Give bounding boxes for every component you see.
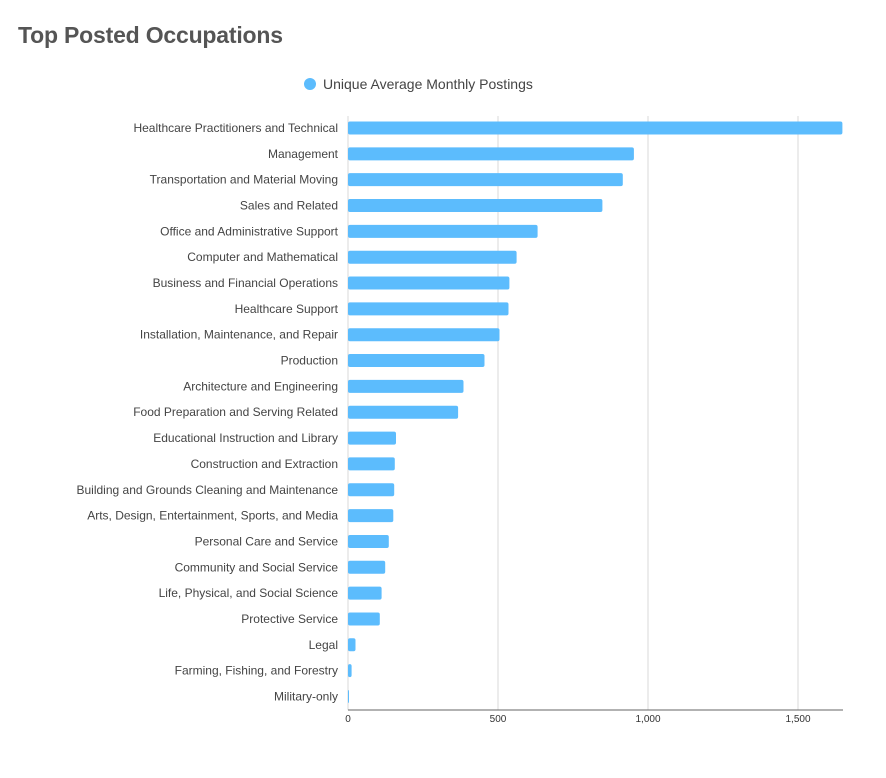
- category-label: Life, Physical, and Social Science: [159, 586, 339, 600]
- bar[interactable]: [348, 534, 389, 548]
- category-label: Food Preparation and Serving Related: [133, 405, 338, 419]
- bar[interactable]: [348, 250, 517, 264]
- category-label: Transportation and Material Moving: [150, 173, 338, 187]
- bar[interactable]: [348, 612, 380, 626]
- category-label: Healthcare Practitioners and Technical: [133, 121, 338, 135]
- bars: [348, 121, 843, 703]
- category-labels: Healthcare Practitioners and Technical Ma…: [76, 121, 338, 703]
- legend-series-marker: [304, 78, 316, 90]
- bar[interactable]: [348, 638, 356, 652]
- bar[interactable]: [348, 354, 485, 368]
- x-tick-label: 0: [345, 714, 351, 725]
- category-label: Healthcare Support: [235, 302, 339, 316]
- category-label: Installation, Maintenance, and Repair: [140, 328, 338, 342]
- category-label: Office and Administrative Support: [160, 224, 339, 238]
- page-title: Top Posted Occupations: [18, 22, 283, 48]
- bar[interactable]: [348, 457, 395, 471]
- bar[interactable]: [348, 147, 634, 161]
- category-label: Personal Care and Service: [195, 534, 339, 548]
- category-label: Production: [281, 354, 338, 368]
- bar[interactable]: [348, 483, 395, 497]
- category-label: Management: [268, 147, 339, 161]
- category-label: Legal: [309, 638, 338, 652]
- bar[interactable]: [348, 173, 623, 187]
- x-tick-label: 1,500: [785, 714, 810, 725]
- bar[interactable]: [348, 379, 464, 393]
- bar[interactable]: [348, 431, 396, 445]
- category-label: Farming, Fishing, and Forestry: [175, 664, 338, 678]
- category-label: Educational Instruction and Library: [153, 431, 338, 445]
- bar[interactable]: [348, 276, 510, 290]
- category-label: Arts, Design, Entertainment, Sports, and…: [87, 509, 338, 523]
- category-label: Community and Social Service: [175, 560, 339, 574]
- bar[interactable]: [348, 560, 386, 574]
- bar[interactable]: [348, 121, 843, 135]
- category-label: Military-only: [274, 689, 338, 703]
- bar[interactable]: [348, 224, 538, 238]
- bar[interactable]: [348, 405, 459, 419]
- chart-legend[interactable]: Unique Average Monthly Postings: [304, 74, 533, 94]
- bar[interactable]: [348, 199, 603, 213]
- category-label: Sales and Related: [240, 199, 338, 213]
- bar[interactable]: [348, 328, 500, 342]
- bar[interactable]: [348, 586, 382, 600]
- category-label: Architecture and Engineering: [183, 379, 338, 393]
- category-label: Computer and Mathematical: [187, 250, 338, 264]
- category-label: Construction and Extraction: [191, 457, 338, 471]
- category-label: Business and Financial Operations: [153, 276, 338, 290]
- legend-series-label: Unique Average Monthly Postings: [323, 76, 533, 92]
- bar[interactable]: [348, 509, 394, 523]
- category-label: Building and Grounds Cleaning and Mainte…: [76, 483, 338, 497]
- x-tick-label: 1,000: [635, 714, 660, 725]
- bar[interactable]: [348, 664, 352, 678]
- category-label: Protective Service: [241, 612, 338, 626]
- x-tick-label: 500: [490, 714, 507, 725]
- bar[interactable]: [348, 302, 509, 316]
- x-axis-ticks: 0 500 1,000 1,500: [345, 709, 843, 725]
- bar[interactable]: [348, 689, 349, 703]
